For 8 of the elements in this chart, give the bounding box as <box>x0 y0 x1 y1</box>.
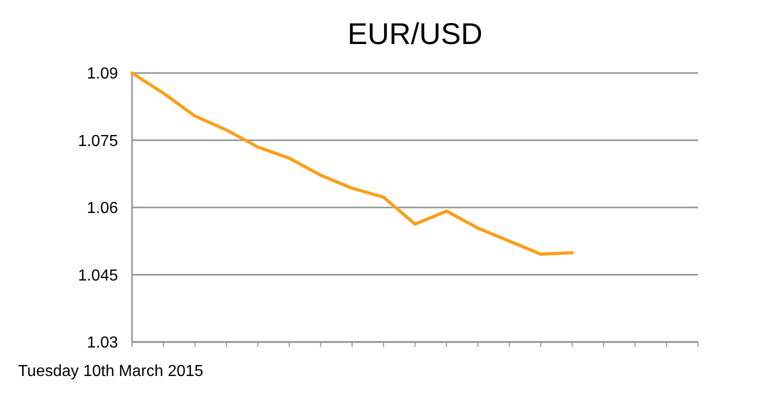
y-tick-label: 1.09 <box>86 66 118 83</box>
y-tick-label: 1.03 <box>86 334 118 352</box>
y-tick-label: 1.06 <box>86 200 118 218</box>
x-axis-title: Tuesday 10th March 2015 <box>18 363 204 380</box>
chart-title: EUR/USD <box>347 18 483 51</box>
y-tick-label: 1.045 <box>78 267 118 284</box>
y-tick-label: 1.075 <box>78 132 118 150</box>
line-series <box>130 71 574 256</box>
